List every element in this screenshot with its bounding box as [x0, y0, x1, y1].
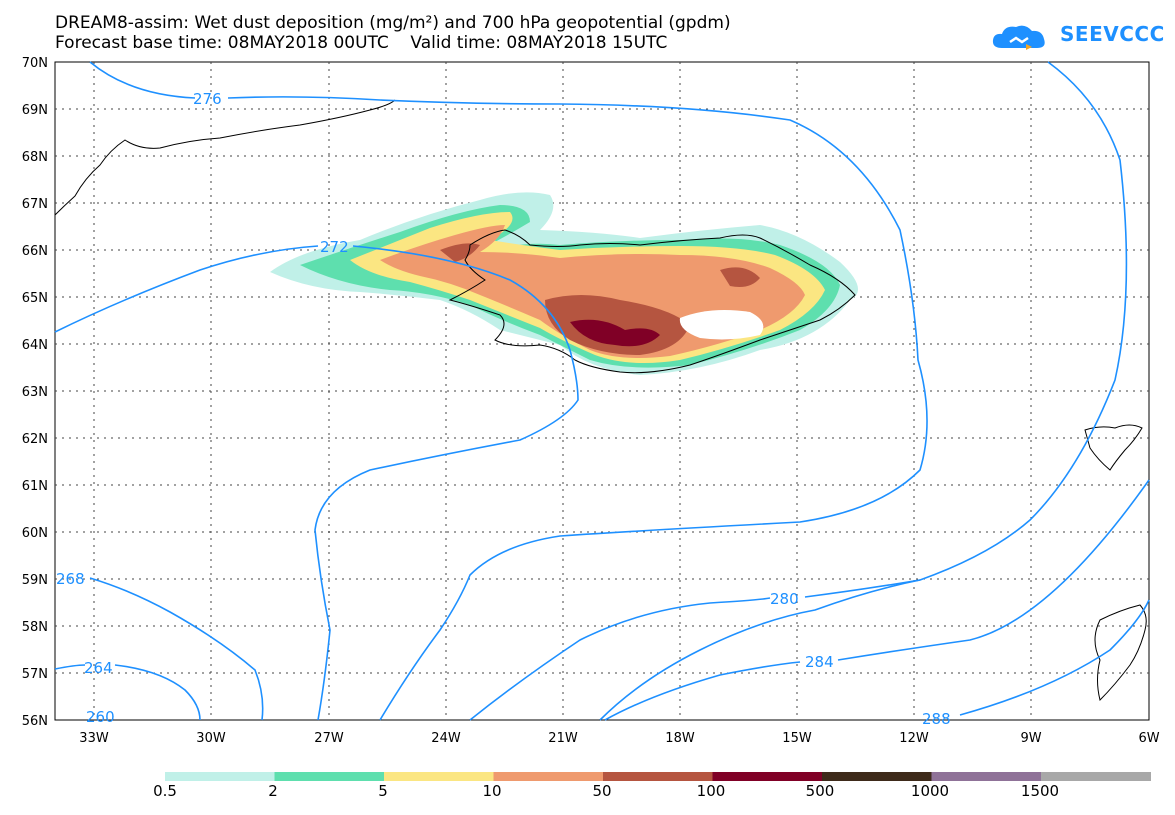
lon-label: 6W [1138, 731, 1159, 746]
legend-swatch [165, 772, 275, 781]
legend-colorbar [165, 772, 1151, 781]
legend-swatch [274, 772, 385, 781]
lon-label: 24W [431, 731, 461, 746]
legend-swatch [712, 772, 823, 781]
contour-label-280: 280 [770, 590, 799, 608]
contour-label-260: 260 [86, 708, 115, 726]
logo-text: SEEVCCC [1060, 22, 1165, 46]
lon-label: 15W [782, 731, 812, 746]
greenland-coast [54, 99, 396, 216]
contour-276 [89, 61, 928, 721]
lat-label: 62N [22, 432, 48, 447]
lat-label: 57N [22, 667, 48, 682]
contour-280-west [469, 579, 921, 721]
legend-label: 1000 [910, 782, 950, 800]
contour-284 [604, 479, 1150, 721]
map-subtitle: Forecast base time: 08MAY2018 00UTC Vali… [55, 33, 668, 53]
contour-268 [89, 577, 264, 721]
geopotential-contours [54, 61, 1150, 721]
scotland-coast [1094, 604, 1147, 701]
faroe-islands-coast [1084, 424, 1143, 471]
legend-label: 500 [805, 782, 835, 800]
seevccc-logo [992, 25, 1045, 50]
low-deposition-gap [679, 310, 764, 340]
lat-label: 61N [22, 479, 48, 494]
lat-label: 64N [22, 338, 48, 353]
lon-label: 18W [665, 731, 695, 746]
legend-swatch [384, 772, 494, 781]
coastlines [54, 99, 1147, 701]
lon-label: 9W [1020, 731, 1041, 746]
deposition-100-area [570, 319, 660, 347]
deposition-50-area-east [720, 267, 760, 287]
map-title: DREAM8-assim: Wet dust deposition (mg/m²… [55, 13, 731, 33]
graticule [55, 62, 1149, 720]
legend-label: 10 [482, 782, 502, 800]
lat-label: 69N [22, 103, 48, 118]
longitude-labels: 33W 30W 27W 24W 21W 18W 15W 12W 9W 6W [79, 731, 1159, 746]
legend-swatch [1041, 772, 1151, 781]
lon-label: 30W [196, 731, 226, 746]
latitude-labels: 70N 69N 68N 67N 66N 65N 64N 63N 62N 61N … [22, 56, 48, 729]
legend-swatch [931, 772, 1042, 781]
lat-label: 66N [22, 244, 48, 259]
legend-label: 50 [592, 782, 612, 800]
contour-label-268: 268 [56, 570, 85, 588]
contour-label-264: 264 [84, 659, 113, 677]
lat-label: 56N [22, 714, 48, 729]
lat-label: 58N [22, 620, 48, 635]
contour-label-272: 272 [320, 238, 349, 256]
lat-label: 59N [22, 573, 48, 588]
legend-swatch [493, 772, 604, 781]
contour-272 [54, 245, 579, 721]
lat-label: 63N [22, 385, 48, 400]
contour-288 [959, 599, 1150, 716]
lat-label: 68N [22, 150, 48, 165]
legend-label: 0.5 [153, 782, 177, 800]
lon-label: 27W [314, 731, 344, 746]
contour-label-288: 288 [922, 710, 951, 728]
lon-label: 33W [79, 731, 109, 746]
lat-label: 70N [22, 56, 48, 71]
lat-label: 67N [22, 197, 48, 212]
lat-label: 65N [22, 291, 48, 306]
legend-swatch [603, 772, 713, 781]
lon-label: 21W [548, 731, 578, 746]
legend-label: 1500 [1020, 782, 1060, 800]
legend-label: 100 [696, 782, 726, 800]
contour-280 [599, 61, 1128, 721]
lat-label: 60N [22, 526, 48, 541]
contour-label-276: 276 [193, 90, 222, 108]
deposition-50-area-south [545, 295, 690, 355]
legend-label: 5 [378, 782, 388, 800]
iceland-coast [448, 229, 856, 374]
contour-label-284: 284 [805, 653, 834, 671]
lon-label: 12W [899, 731, 929, 746]
legend-swatch [822, 772, 932, 781]
legend-label: 2 [268, 782, 278, 800]
contour-264 [54, 664, 201, 721]
